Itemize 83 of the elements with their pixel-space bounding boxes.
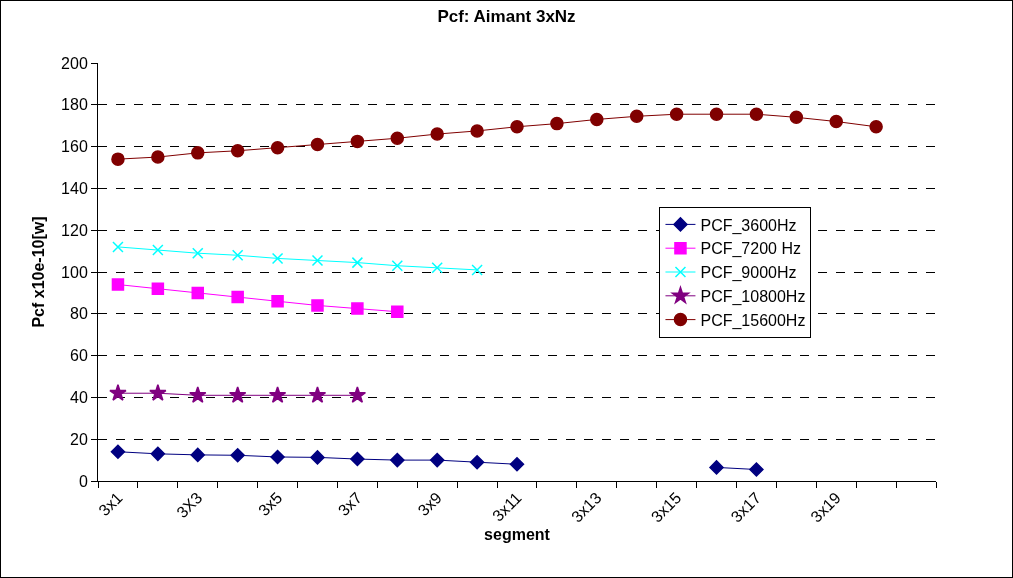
point (109, 384, 127, 401)
point (228, 386, 247, 403)
point (310, 137, 325, 152)
y-tick-label: 200 (61, 54, 88, 72)
point (629, 109, 644, 124)
point (310, 450, 325, 465)
x-tick-label: 3x11 (489, 488, 525, 525)
point (709, 107, 724, 121)
point (111, 278, 125, 291)
point (709, 460, 724, 475)
point (590, 112, 604, 127)
legend-label: PCF_15600Hz (700, 311, 806, 330)
y-tick-label: 180 (61, 96, 88, 114)
point (749, 107, 764, 121)
point (231, 290, 244, 304)
point (230, 144, 245, 158)
point (270, 449, 285, 465)
point (829, 114, 843, 129)
legend-label: PCF_7200 Hz (700, 240, 801, 259)
x-tick-label: 3x1 (95, 488, 126, 520)
point (470, 124, 484, 138)
point (311, 299, 324, 312)
point (191, 286, 205, 300)
point (308, 386, 327, 403)
point (471, 264, 483, 276)
point (190, 447, 206, 463)
point (111, 152, 125, 166)
point (350, 451, 365, 467)
point (509, 457, 525, 472)
x-tick-label: 3x5 (255, 488, 286, 520)
point (390, 131, 405, 145)
point (230, 448, 245, 463)
point (271, 295, 284, 308)
x-tick-label: 3x9 (414, 488, 446, 520)
y-tick-label: 60 (70, 347, 88, 365)
point (110, 444, 126, 459)
point (189, 386, 207, 403)
point (268, 386, 287, 403)
point (152, 244, 164, 256)
y-tick-label: 120 (61, 221, 88, 239)
point (869, 120, 883, 134)
legend-label: PCF_3600Hz (700, 216, 797, 235)
y-tick-label: 80 (70, 305, 88, 323)
point (271, 252, 284, 265)
point (469, 454, 485, 470)
point (351, 302, 364, 315)
y-tick-label: 160 (61, 138, 88, 156)
y-tick-label: 40 (70, 389, 88, 406)
point (231, 249, 244, 262)
point (431, 262, 443, 274)
y-tick-label: 0 (78, 472, 88, 490)
point (351, 256, 364, 269)
point (151, 282, 165, 295)
chart-title: Pcf: Aimant 3xNz (437, 6, 576, 26)
point (311, 254, 324, 267)
point (390, 452, 405, 468)
point (669, 107, 684, 121)
point (149, 384, 167, 401)
point (429, 452, 445, 468)
x-tick-label: 3x7 (334, 488, 366, 520)
point (391, 259, 404, 272)
point (151, 150, 165, 164)
point (749, 462, 764, 477)
y-tick-label: 140 (61, 180, 88, 197)
point (350, 134, 365, 149)
point (550, 116, 564, 131)
legend-label: PCF_10800Hz (700, 288, 806, 307)
point (270, 140, 285, 155)
point (510, 120, 524, 134)
x-axis-title: segment (484, 526, 551, 544)
legend-label: PCF_9000Hz (700, 264, 797, 283)
y-axis-title: Pcf x10e-10[w] (30, 216, 47, 328)
y-tick-label: 100 (61, 263, 88, 281)
point (192, 247, 204, 259)
point (150, 446, 166, 462)
point (112, 241, 124, 253)
point (348, 386, 367, 403)
point (391, 305, 404, 318)
y-tick-label: 20 (70, 430, 88, 448)
point (191, 146, 205, 160)
point (430, 127, 444, 141)
point (789, 110, 804, 125)
x-tick-label: 3X3 (173, 488, 206, 522)
